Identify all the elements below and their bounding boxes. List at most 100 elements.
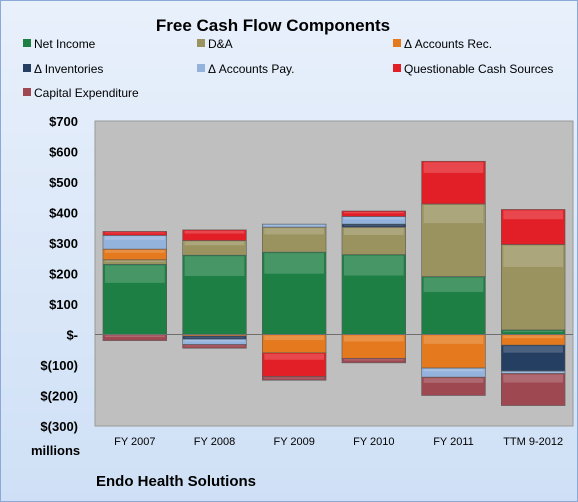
x-axis: FY 2007 FY 2008 FY 2009 FY 2010 FY 2011 TTM 9…: [114, 436, 563, 448]
bar-segment: [102, 259, 168, 265]
y-tick-label: $400: [49, 206, 78, 221]
bar-segment: [341, 210, 407, 217]
x-tick-label: FY 2008: [194, 436, 235, 448]
y-tick-label: $200: [49, 267, 78, 282]
legend-label: D&A: [208, 37, 233, 51]
bar-segment: [421, 376, 486, 396]
bar-highlight: [343, 359, 404, 361]
bar-segment: [182, 344, 247, 349]
bar-highlight: [503, 210, 564, 220]
y-tick-label: $-: [66, 328, 78, 343]
bar-highlight: [503, 245, 564, 267]
bar-segment: [102, 334, 168, 341]
bar-highlight: [264, 253, 325, 274]
y-tick-label: $(200): [40, 389, 78, 404]
x-tick-label: FY 2007: [114, 436, 155, 448]
bar-highlight: [264, 335, 325, 341]
plot-area: [94, 120, 574, 427]
bar-highlight: [503, 372, 564, 373]
bar-segment: [261, 251, 327, 335]
bars: [102, 160, 566, 406]
y-axis: $700 $600 $500 $400 $300 $200 $100 $- $(100) $(20…: [40, 114, 78, 434]
legend-label: Net Income: [34, 37, 96, 51]
y-tick-label: $(300): [40, 419, 78, 434]
legend-swatch: [23, 64, 31, 72]
legend-swatch: [197, 64, 205, 72]
bar-highlight: [264, 377, 325, 379]
bar-segment: [341, 254, 407, 335]
bar-highlight: [503, 346, 564, 353]
bar-highlight: [423, 335, 484, 344]
bar-highlight: [423, 369, 484, 372]
bar-highlight: [343, 228, 404, 236]
bar-highlight: [343, 255, 404, 276]
bar-segment: [182, 229, 247, 241]
bar-highlight: [184, 241, 245, 246]
y-tick-label: $600: [49, 145, 78, 160]
bar-highlight: [104, 265, 165, 283]
bar-highlight: [184, 340, 245, 342]
bar-highlight: [423, 378, 484, 383]
bar-segment: [421, 203, 486, 277]
y-tick-label: $700: [49, 114, 78, 129]
x-tick-label: FY 2009: [273, 436, 314, 448]
legend: Net Income D&A Δ Accounts Rec. Δ Inventorie…: [23, 37, 553, 100]
bar-segment: [421, 276, 486, 335]
bar-segment: [261, 226, 327, 253]
y-tick-label: $300: [49, 236, 78, 251]
bar-segment: [341, 357, 407, 364]
bar-segment: [500, 344, 566, 372]
bar-highlight: [264, 225, 325, 226]
company-name: Endo Health Solutions: [96, 473, 256, 490]
bar-highlight: [423, 204, 484, 224]
bar-segment: [421, 160, 486, 205]
bar-highlight: [184, 256, 245, 277]
bar-segment: [261, 223, 327, 228]
legend-swatch: [393, 39, 401, 47]
bar-highlight: [503, 330, 564, 333]
y-tick-label: $(100): [40, 358, 78, 373]
legend-swatch: [23, 88, 31, 96]
bar-highlight: [423, 277, 484, 293]
bar-highlight: [184, 345, 245, 347]
bar-highlight: [503, 335, 564, 339]
bar-highlight: [104, 260, 165, 262]
bar-highlight: [184, 337, 245, 338]
bar-segment: [500, 209, 566, 245]
legend-label: Questionable Cash Sources: [404, 62, 553, 76]
bar-segment: [261, 376, 327, 381]
bar-highlight: [343, 225, 404, 226]
bar-highlight: [184, 230, 245, 234]
x-tick-label: FY 2010: [353, 436, 394, 448]
bar-segment: [500, 329, 566, 335]
x-tick-label: FY 2011: [433, 436, 474, 448]
y-tick-label: $500: [49, 175, 78, 190]
bar-highlight: [104, 250, 165, 253]
bar-highlight: [503, 374, 564, 383]
legend-swatch: [393, 64, 401, 72]
bar-segment: [341, 226, 407, 255]
bar-highlight: [264, 228, 325, 235]
legend-label: Δ Accounts Rec.: [404, 37, 492, 51]
unit-label: millions: [31, 443, 80, 458]
bar-highlight: [423, 162, 484, 173]
bar-highlight: [104, 236, 165, 240]
bar-highlight: [264, 353, 325, 360]
x-tick-label: TTM 9-2012: [503, 436, 563, 448]
bar-segment: [102, 231, 168, 236]
legend-label: Δ Accounts Pay.: [208, 62, 295, 76]
bar-highlight: [343, 335, 404, 342]
legend-label: Capital Expenditure: [34, 86, 139, 100]
y-tick-label: $100: [49, 297, 78, 312]
bar-highlight: [104, 232, 165, 234]
legend-swatch: [23, 39, 31, 47]
bar-segment: [500, 373, 566, 406]
legend-swatch: [197, 39, 205, 47]
chart-title: Free Cash Flow Components: [156, 16, 390, 35]
bar-segment: [500, 244, 566, 331]
bar-highlight: [104, 335, 165, 338]
bar-highlight: [343, 211, 404, 214]
legend-label: Δ Inventories: [34, 62, 103, 76]
bar-highlight: [343, 217, 404, 220]
